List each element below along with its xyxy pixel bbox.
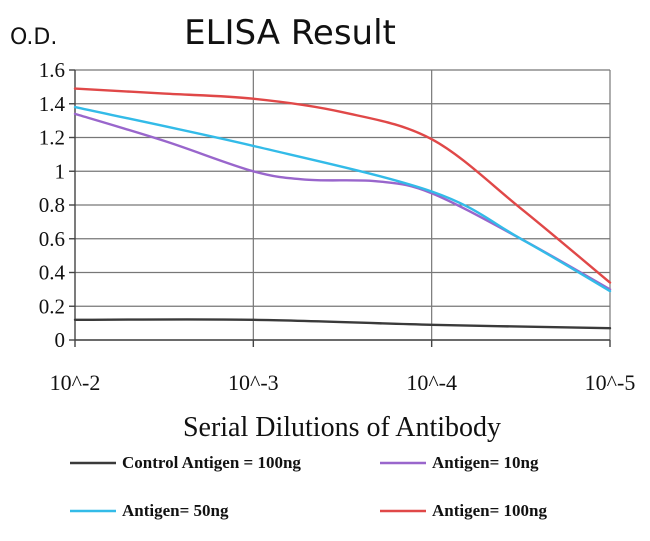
x-tick-label: 10^-4 [406, 370, 457, 395]
y-tick-label: 1.6 [39, 58, 65, 82]
legend-label: Antigen= 100ng [432, 501, 548, 520]
y-tick-label: 1 [55, 159, 66, 183]
y-tick-labels: 0 0.2 0.4 0.6 0.8 1 1.2 1.4 1.6 [39, 58, 66, 352]
legend-label: Control Antigen = 100ng [122, 453, 301, 472]
series-line-control-antigen-100ng [73, 318, 612, 330]
legend-label: Antigen= 10ng [432, 453, 539, 472]
series-line-antigen-100ng [73, 87, 612, 284]
y-tick-label: 0.6 [39, 227, 65, 251]
series-line-antigen-10ng [73, 112, 612, 291]
x-tick-label: 10^-3 [228, 370, 279, 395]
y-tick-label: 0.4 [39, 261, 66, 285]
series-line-antigen-50ng [73, 105, 612, 293]
y-tick-label: 1.4 [39, 92, 66, 116]
x-axis-label: Serial Dilutions of Antibody [183, 412, 501, 443]
y-tick-label: 0.2 [39, 294, 65, 318]
legend-label: Antigen= 50ng [122, 501, 229, 520]
x-tick-labels: 10^-2 10^-3 10^-4 10^-5 [50, 370, 636, 395]
y-axis-label: O.D. [10, 25, 57, 50]
y-tick-label: 1.2 [39, 126, 65, 150]
legend: Control Antigen = 100ng Antigen= 10ng Anti… [70, 453, 548, 520]
y-tick-label: 0.8 [39, 193, 65, 217]
series-lines [73, 87, 612, 330]
x-tick-label: 10^-5 [585, 370, 636, 395]
chart-title: ELISA Result [184, 13, 396, 53]
y-tick-label: 0 [55, 328, 66, 352]
grid [75, 69, 611, 341]
x-tick-label: 10^-2 [50, 370, 101, 395]
